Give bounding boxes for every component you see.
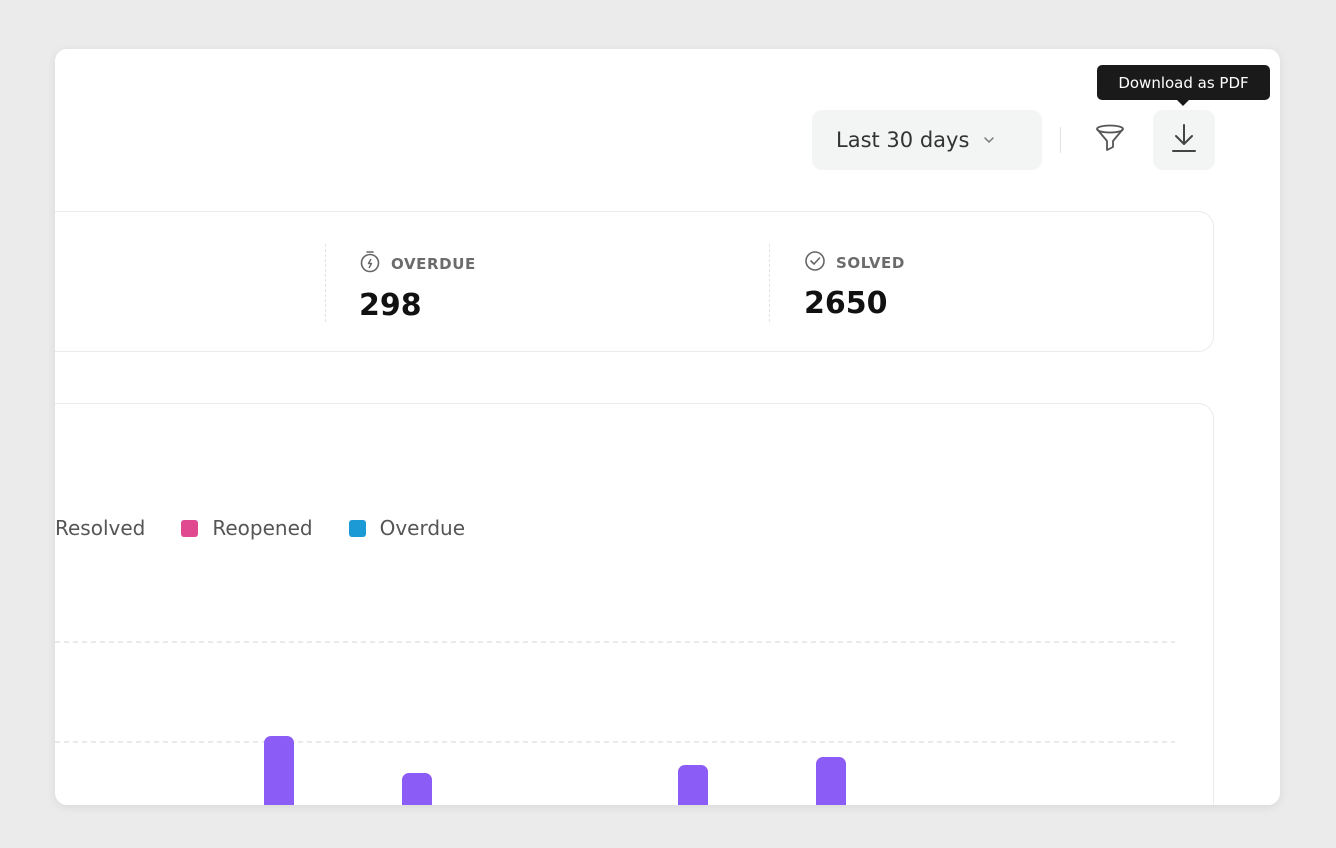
- legend-swatch: [181, 519, 199, 537]
- legend-item-reopened[interactable]: Reopened: [181, 516, 313, 540]
- chart-panel: [55, 403, 1214, 805]
- stat-separator: [769, 244, 770, 322]
- chart-plot-area: [55, 641, 1175, 805]
- filter-icon: [1093, 121, 1127, 159]
- bar: [816, 757, 846, 805]
- bar: [402, 773, 432, 805]
- legend-swatch: [348, 519, 366, 537]
- chevron-down-icon: [983, 136, 995, 144]
- bar: [264, 736, 294, 805]
- download-icon: [1169, 122, 1199, 158]
- date-range-label: Last 30 days: [836, 128, 970, 152]
- filter-button[interactable]: [1089, 119, 1131, 161]
- stat-overdue: OVERDUE 298: [359, 250, 476, 323]
- chart-legend: Resolved Reopened Overdue: [55, 516, 501, 540]
- bar: [678, 765, 708, 805]
- legend-label: Reopened: [212, 516, 313, 540]
- stat-separator: [325, 244, 326, 322]
- stat-label: SOLVED: [836, 254, 905, 272]
- report-card: Download as PDF Last 30 days D: [55, 49, 1280, 805]
- legend-label: Overdue: [379, 516, 466, 540]
- stats-panel: D OVERDUE 298: [55, 211, 1214, 352]
- stat-solved: SOLVED 2650: [804, 250, 905, 321]
- stat-value: 298: [359, 288, 422, 323]
- stat-label: OVERDUE: [391, 255, 476, 273]
- stat-value: 2650: [804, 286, 888, 321]
- download-button[interactable]: [1153, 110, 1215, 170]
- legend-label: Resolved: [55, 516, 146, 540]
- check-circle-icon: [804, 250, 836, 276]
- legend-item-resolved[interactable]: Resolved: [55, 516, 145, 540]
- stopwatch-icon: [359, 250, 391, 278]
- toolbar-divider: [1060, 127, 1061, 153]
- legend-item-overdue[interactable]: Overdue: [348, 516, 466, 540]
- date-range-dropdown[interactable]: Last 30 days: [812, 110, 1042, 170]
- download-tooltip: Download as PDF: [1097, 65, 1270, 106]
